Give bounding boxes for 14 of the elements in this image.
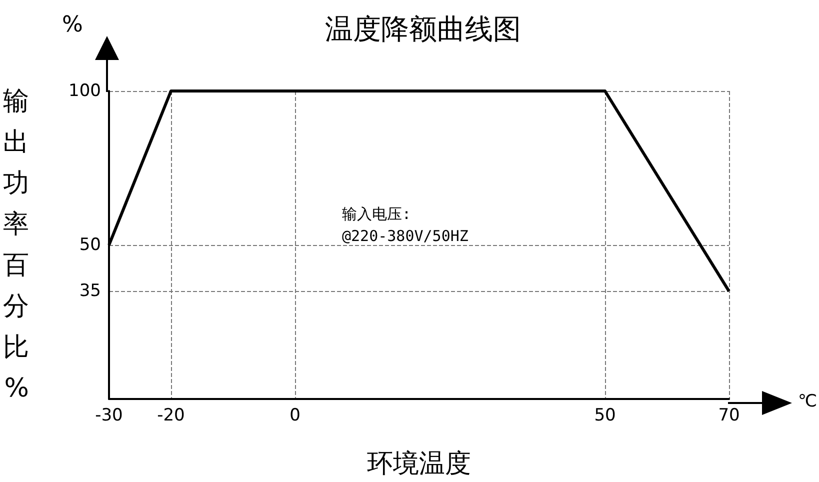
y-tick-label: 100 xyxy=(68,81,101,101)
text: ℃ xyxy=(798,392,818,412)
x-axis-title: 环境温度 xyxy=(367,449,471,479)
annotation: 输入电压: @220-380V/50HZ xyxy=(342,205,468,245)
x-tick-label: 50 xyxy=(594,406,616,426)
chart-title: 温度降额曲线图 xyxy=(325,12,521,46)
x-tick-label: -20 xyxy=(157,406,185,426)
x-tick-label: 0 xyxy=(290,406,300,426)
x-tick-label: 70 xyxy=(718,406,740,426)
x-tick-label: -30 xyxy=(95,406,123,426)
y-tick-label: 50 xyxy=(79,235,101,255)
y-axis-title: 输出功率百分比% xyxy=(3,86,29,404)
y-tick-label: 35 xyxy=(79,281,101,302)
text: % xyxy=(62,12,83,38)
